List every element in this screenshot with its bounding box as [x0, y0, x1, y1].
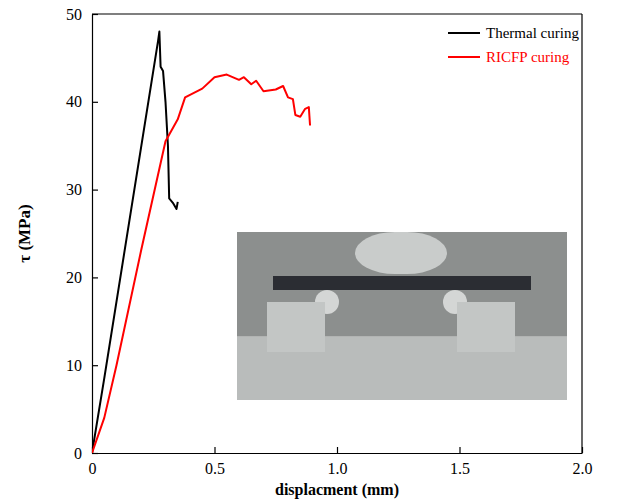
legend-label: Thermal curing — [486, 25, 579, 41]
axis-line — [92, 15, 93, 454]
photo-loading-nose — [355, 232, 447, 274]
tick-label: 1.0 — [328, 460, 348, 477]
tick-mark — [92, 453, 98, 454]
tick-label: 50 — [66, 6, 82, 23]
axis-line — [93, 453, 583, 454]
inset-photo — [237, 232, 567, 400]
photo-background — [237, 232, 567, 400]
photo-specimen — [273, 276, 531, 290]
y-axis: 0 10 20 30 40 50 — [66, 6, 98, 462]
legend-swatch — [448, 56, 480, 58]
frame-right — [581, 14, 582, 453]
plot: 0 0.5 1.0 1.5 2.0 0 10 20 30 40 50 Thermal curing RI… — [66, 6, 593, 478]
tick: 40 — [66, 93, 98, 110]
frame-top — [92, 13, 582, 14]
tick-label: 0.5 — [205, 460, 225, 477]
tick: 0.5 — [205, 447, 225, 477]
tick-label: 2.0 — [573, 460, 593, 477]
tick: 30 — [66, 181, 98, 198]
tick: 1.0 — [328, 447, 348, 477]
tick-label: 20 — [66, 269, 82, 286]
tick-mark — [459, 447, 460, 453]
tick-mark — [92, 365, 98, 366]
x-axis: 0 0.5 1.0 1.5 2.0 — [89, 447, 593, 477]
tick-label: 1.5 — [450, 460, 470, 477]
tick-mark — [92, 190, 98, 191]
legend: Thermal curing RICFP curing — [448, 25, 579, 65]
photo-support-block — [457, 302, 515, 352]
tick-mark — [92, 277, 98, 278]
tick-label: 40 — [66, 93, 82, 110]
tick: 20 — [66, 269, 98, 286]
series-group — [92, 32, 310, 453]
tick-label: 0 — [74, 445, 82, 462]
x-axis-title: displacment (mm) — [275, 481, 399, 499]
tick-label: 10 — [66, 357, 82, 374]
tick-mark — [337, 447, 338, 453]
legend-swatch — [448, 32, 480, 34]
tick-label: 30 — [66, 181, 82, 198]
line-series — [92, 75, 310, 453]
line-series — [92, 32, 178, 453]
photo-support-block — [267, 302, 325, 352]
tick: 10 — [66, 357, 98, 374]
tick-mark — [92, 102, 98, 103]
tick-mark — [214, 447, 215, 453]
y-axis-title: τ (MPa) — [15, 204, 34, 262]
legend-label: RICFP curing — [486, 49, 570, 65]
tick: 1.5 — [450, 447, 470, 477]
tick-label: 0 — [89, 460, 97, 477]
